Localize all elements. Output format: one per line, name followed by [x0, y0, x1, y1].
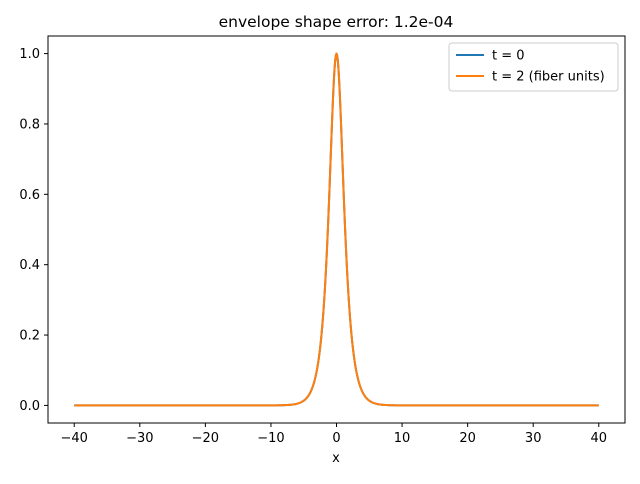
- series-lines: [73, 52, 600, 407]
- series-line-1: [73, 52, 600, 407]
- x-tick-label: 10: [394, 431, 411, 446]
- x-tick-label: 40: [590, 431, 607, 446]
- legend-label-1: t = 0: [492, 49, 525, 64]
- y-tick-label: 0.8: [19, 117, 40, 132]
- y-tick-label: 1.0: [19, 47, 40, 62]
- legend: t = 0 t = 2 (fiber units): [448, 42, 619, 92]
- x-axis-label: x: [332, 451, 340, 466]
- x-tick-label: 30: [525, 431, 542, 446]
- plot-area: [47, 35, 626, 424]
- x-tick-label: −20: [192, 431, 219, 446]
- x-tick-label: −30: [126, 431, 153, 446]
- axis-ticks: −40 −30 −20 −10 0 10 20 30 40 0.0 0.2 0.4 0.6 0.8 1.0: [19, 47, 607, 446]
- x-tick-label: −40: [61, 431, 88, 446]
- y-tick-label: 0.6: [19, 188, 40, 203]
- legend-box: [448, 42, 619, 92]
- chart-title: envelope shape error: 1.2e-04: [219, 13, 454, 31]
- y-tick-label: 0.2: [19, 329, 40, 344]
- legend-label-2: t = 2 (fiber units): [492, 70, 605, 85]
- x-tick-label: 0: [332, 431, 340, 446]
- x-tick-label: 20: [459, 431, 476, 446]
- y-tick-label: 0.0: [19, 399, 40, 414]
- x-tick-label: −10: [257, 431, 284, 446]
- y-tick-label: 0.4: [19, 258, 40, 273]
- series-line-2: [73, 52, 600, 407]
